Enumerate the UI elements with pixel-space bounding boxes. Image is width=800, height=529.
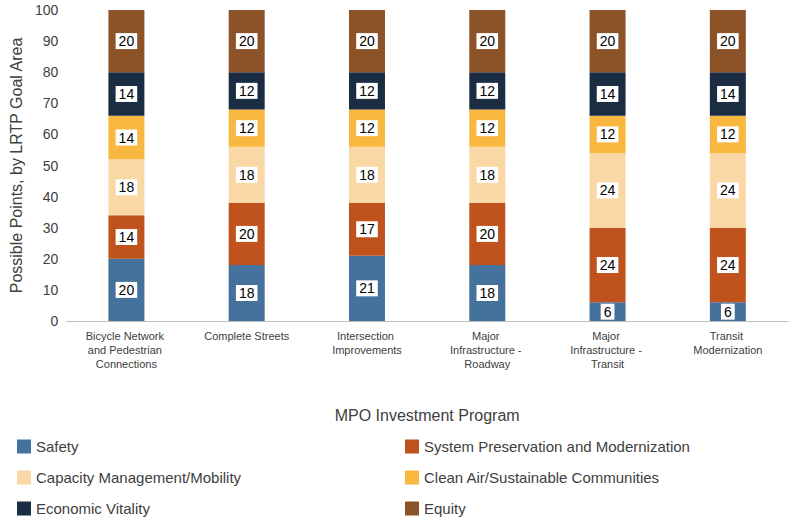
svg-text:18: 18	[119, 179, 135, 195]
svg-text:Complete Streets: Complete Streets	[204, 330, 289, 342]
svg-text:18: 18	[479, 285, 495, 301]
svg-text:10: 10	[43, 282, 59, 298]
svg-text:Infrastructure -: Infrastructure -	[450, 344, 525, 356]
svg-text:20: 20	[479, 33, 495, 49]
svg-text:40: 40	[43, 189, 59, 205]
svg-text:50: 50	[43, 158, 59, 174]
svg-text:Capacity Management/Mobility: Capacity Management/Mobility	[36, 469, 242, 486]
svg-text:Clean Air/Sustainable Communit: Clean Air/Sustainable Communities	[424, 469, 659, 486]
svg-text:System Preservation and Modern: System Preservation and Modernization	[424, 438, 690, 455]
svg-text:12: 12	[479, 83, 495, 99]
svg-text:20: 20	[359, 33, 375, 49]
svg-text:Transit: Transit	[710, 330, 746, 342]
svg-text:12: 12	[239, 120, 255, 136]
svg-text:20: 20	[720, 33, 736, 49]
svg-text:14: 14	[119, 130, 135, 146]
svg-text:Major: Major	[592, 330, 623, 342]
svg-text:24: 24	[720, 182, 736, 198]
svg-text:30: 30	[43, 220, 59, 236]
svg-text:18: 18	[239, 167, 255, 183]
svg-text:14: 14	[600, 86, 616, 102]
svg-text:60: 60	[43, 126, 59, 142]
svg-text:0: 0	[50, 313, 58, 329]
svg-text:Safety: Safety	[36, 438, 79, 455]
svg-text:Roadway: Roadway	[464, 358, 510, 370]
svg-text:20: 20	[479, 226, 495, 242]
svg-text:6: 6	[724, 304, 732, 320]
svg-text:20: 20	[600, 33, 616, 49]
svg-text:20: 20	[239, 33, 255, 49]
svg-text:80: 80	[43, 64, 59, 80]
svg-text:20: 20	[43, 251, 59, 267]
svg-text:Modernization: Modernization	[693, 344, 762, 356]
svg-text:17: 17	[359, 221, 375, 237]
svg-text:12: 12	[479, 120, 495, 136]
svg-text:20: 20	[119, 282, 135, 298]
svg-text:24: 24	[720, 257, 736, 273]
svg-text:24: 24	[600, 257, 616, 273]
svg-text:18: 18	[239, 285, 255, 301]
svg-text:Possible Points, by LRTP Goal: Possible Points, by LRTP Goal Area	[8, 38, 25, 294]
svg-text:24: 24	[600, 182, 616, 198]
svg-text:12: 12	[359, 83, 375, 99]
svg-text:18: 18	[359, 167, 375, 183]
svg-text:12: 12	[720, 126, 736, 142]
svg-text:20: 20	[239, 226, 255, 242]
svg-text:14: 14	[720, 86, 736, 102]
svg-text:Transit: Transit	[591, 358, 624, 370]
svg-text:21: 21	[359, 280, 375, 296]
svg-text:20: 20	[119, 33, 135, 49]
svg-text:and Pedestrian: and Pedestrian	[88, 344, 165, 356]
svg-text:Bicycle Network: Bicycle Network	[86, 330, 167, 342]
svg-text:70: 70	[43, 95, 59, 111]
svg-text:18: 18	[479, 167, 495, 183]
svg-text:Major: Major	[472, 330, 503, 342]
svg-text:100: 100	[35, 2, 59, 18]
svg-text:6: 6	[604, 304, 612, 320]
svg-text:14: 14	[119, 86, 135, 102]
svg-text:14: 14	[119, 229, 135, 245]
svg-text:MPO Investment Program: MPO Investment Program	[335, 407, 520, 424]
svg-text:12: 12	[359, 120, 375, 136]
svg-text:Improvements: Improvements	[332, 344, 402, 356]
svg-text:12: 12	[239, 83, 255, 99]
svg-text:Intersection: Intersection	[337, 330, 397, 342]
svg-text:Infrastructure -: Infrastructure -	[570, 344, 645, 356]
svg-text:12: 12	[600, 126, 616, 142]
svg-text:Equity: Equity	[424, 500, 466, 517]
svg-text:90: 90	[43, 33, 59, 49]
svg-text:Economic Vitality: Economic Vitality	[36, 500, 150, 517]
svg-text:Connections: Connections	[96, 358, 158, 370]
